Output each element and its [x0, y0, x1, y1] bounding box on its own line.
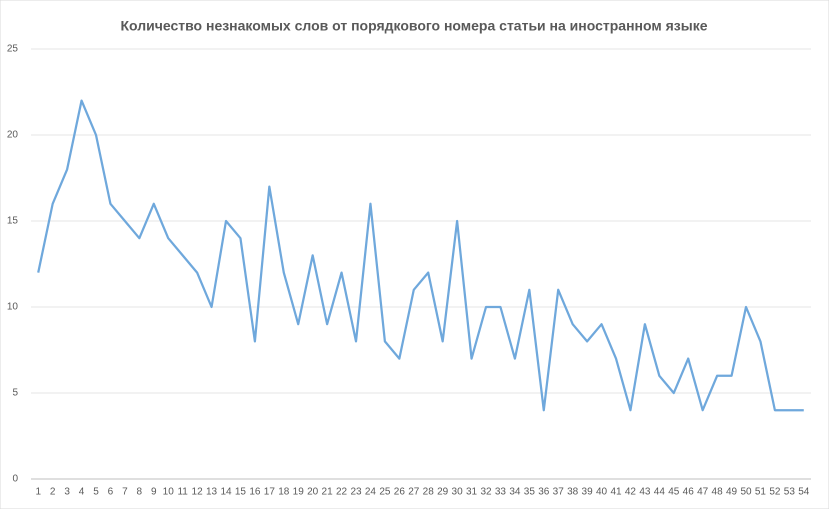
x-tick-label: 12	[192, 487, 204, 498]
x-tick-label: 33	[495, 487, 507, 498]
x-tick-label: 11	[177, 487, 188, 498]
x-tick-label: 28	[423, 487, 435, 498]
x-tick-label: 34	[509, 487, 521, 498]
x-tick-label: 44	[654, 487, 666, 498]
x-tick-label: 48	[712, 487, 724, 498]
x-tick-label: 32	[480, 487, 492, 498]
x-tick-label: 22	[336, 487, 348, 498]
x-tick-label: 21	[322, 487, 334, 498]
x-tick-label: 42	[625, 487, 637, 498]
x-tick-label: 51	[755, 487, 767, 498]
x-tick-label: 46	[683, 487, 695, 498]
x-tick-label: 14	[220, 487, 232, 498]
x-tick-label: 37	[553, 487, 565, 498]
y-tick-label: 0	[12, 474, 18, 485]
x-tick-label: 38	[567, 487, 579, 498]
x-tick-label: 2	[50, 487, 56, 498]
y-tick-label: 10	[7, 302, 19, 313]
x-tick-label: 36	[538, 487, 550, 498]
x-tick-label: 40	[596, 487, 608, 498]
x-tick-label: 7	[122, 487, 128, 498]
x-tick-label: 49	[726, 487, 738, 498]
x-tick-label: 18	[278, 487, 290, 498]
x-tick-label: 5	[93, 487, 99, 498]
y-tick-label: 25	[7, 44, 19, 55]
x-tick-label: 47	[697, 487, 709, 498]
x-tick-label: 6	[108, 487, 114, 498]
x-tick-label: 45	[668, 487, 680, 498]
x-tick-label: 16	[249, 487, 261, 498]
x-tick-label: 30	[452, 487, 464, 498]
x-tick-label: 1	[35, 487, 41, 498]
x-tick-label: 10	[163, 487, 175, 498]
y-tick-label: 20	[7, 130, 19, 141]
x-tick-label: 8	[137, 487, 143, 498]
x-tick-label: 26	[394, 487, 406, 498]
x-tick-label: 20	[307, 487, 319, 498]
x-tick-label: 13	[206, 487, 218, 498]
x-tick-label: 25	[379, 487, 391, 498]
x-tick-label: 35	[524, 487, 536, 498]
chart-title: Количество незнакомых слов от порядковог…	[121, 18, 708, 34]
x-tick-label: 27	[408, 487, 420, 498]
x-tick-label: 53	[784, 487, 796, 498]
x-tick-label: 3	[64, 487, 70, 498]
x-tick-label: 39	[582, 487, 594, 498]
y-tick-label: 15	[7, 216, 19, 227]
x-tick-label: 54	[798, 487, 810, 498]
x-tick-label: 24	[365, 487, 377, 498]
x-tick-label: 50	[740, 487, 752, 498]
x-tick-label: 9	[151, 487, 157, 498]
x-tick-label: 43	[639, 487, 651, 498]
x-tick-label: 29	[437, 487, 449, 498]
x-tick-label: 19	[293, 487, 305, 498]
data-line	[37, 99, 804, 412]
x-tick-label: 15	[235, 487, 247, 498]
x-tick-label: 41	[610, 487, 622, 498]
x-tick-label: 17	[264, 487, 276, 498]
x-tick-label: 52	[769, 487, 781, 498]
y-tick-label: 5	[12, 388, 18, 399]
x-tick-label: 31	[466, 487, 478, 498]
x-tick-label: 4	[79, 487, 85, 498]
x-tick-label: 23	[350, 487, 362, 498]
